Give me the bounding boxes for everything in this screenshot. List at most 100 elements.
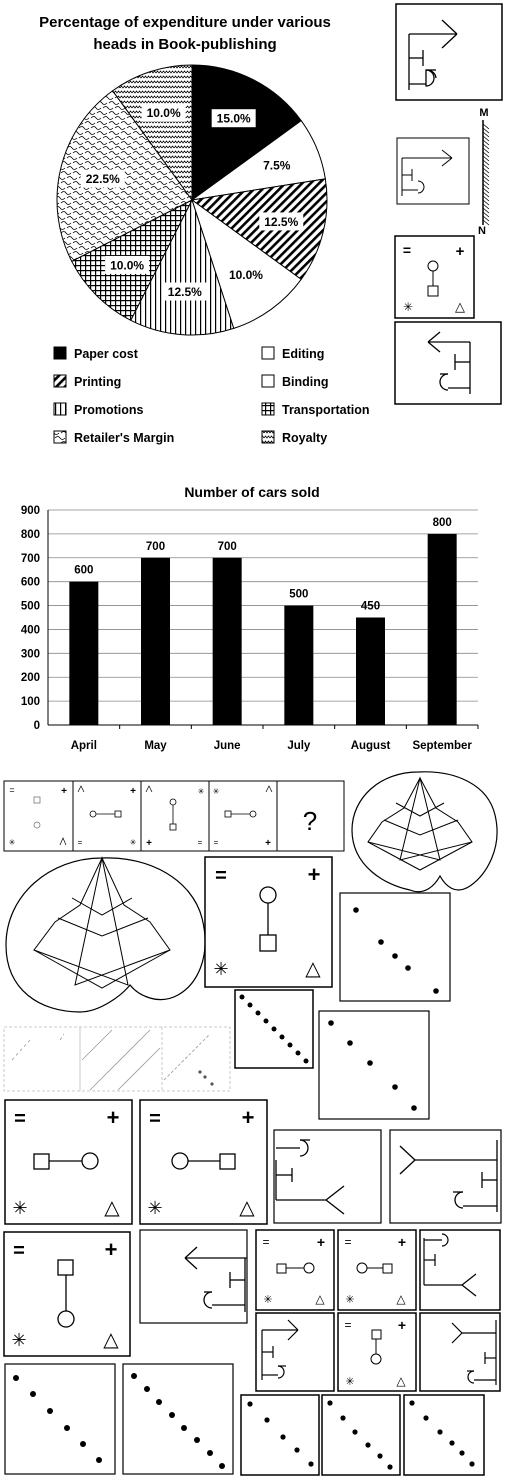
- symbol-box-c: = + ✳ △: [3, 1231, 131, 1357]
- pie-data-label: 7.5%: [263, 158, 291, 172]
- legend-swatch-editing: [261, 346, 275, 360]
- pie-data-label: 12.5%: [168, 285, 202, 299]
- svg-text:+: +: [61, 786, 67, 797]
- pie-data-label: 10.0%: [147, 106, 181, 120]
- dot: [96, 1457, 102, 1463]
- dot: [144, 1386, 150, 1392]
- symbol-box-medium: = + ✳ △: [204, 856, 333, 988]
- pie-label-bg: [105, 255, 150, 274]
- dot: [367, 1060, 373, 1066]
- bar-april: [69, 581, 99, 725]
- svg-text:+: +: [317, 1234, 325, 1250]
- svg-text:+: +: [146, 838, 152, 849]
- dot: [264, 1417, 270, 1423]
- dot: [405, 965, 411, 971]
- symbol-box-b: = + ✳ △: [139, 1099, 268, 1225]
- svg-text:+: +: [265, 838, 271, 849]
- svg-text:=: =: [13, 1240, 25, 1262]
- dot: [207, 1450, 213, 1456]
- bar-chart: Number of cars sold 600 700 700 500 450 800 0…: [21, 484, 479, 752]
- legend-swatch-binding: [261, 374, 275, 388]
- svg-text:=: =: [14, 1108, 26, 1130]
- svg-text:△: △: [103, 1329, 119, 1351]
- svg-text:+: +: [105, 1237, 118, 1262]
- legend-label-promotions: Promotions: [74, 403, 143, 417]
- svg-text:+: +: [398, 1234, 406, 1250]
- dot: [469, 1461, 475, 1467]
- y-tick-label: 800: [21, 529, 40, 541]
- svg-text:△: △: [396, 1292, 406, 1306]
- dot: [433, 988, 439, 994]
- svg-text:=: =: [344, 1318, 351, 1332]
- legend-swatch-royalty: [261, 430, 275, 444]
- y-tick-label: 700: [21, 553, 40, 565]
- bar-data-label: 700: [218, 541, 237, 553]
- svg-text:+: +: [130, 786, 136, 797]
- bar-chart-title: Number of cars sold: [184, 484, 319, 500]
- legend-swatch-promotions: [53, 402, 67, 416]
- y-tick-label: 100: [21, 696, 40, 708]
- arrow-figure-small-2: [255, 1312, 335, 1392]
- svg-text:=: =: [344, 1235, 351, 1249]
- dot: [365, 1442, 371, 1448]
- pie-label-bg: [254, 155, 299, 174]
- svg-text:✳: ✳: [345, 1376, 354, 1388]
- symbol-box-a: = + ✳ △: [4, 1099, 133, 1225]
- dot: [271, 1026, 277, 1032]
- svg-text:+: +: [242, 1105, 255, 1130]
- arrow-figure-left: [394, 321, 502, 405]
- dot-box-2: [234, 989, 314, 1069]
- y-tick-label: 600: [21, 577, 40, 589]
- dot: [387, 1464, 393, 1470]
- svg-text:+: +: [456, 243, 465, 260]
- dot-box-1: [339, 892, 451, 1002]
- svg-text:✳: ✳: [12, 1198, 27, 1218]
- dot: [47, 1408, 53, 1414]
- bar-bars: 600 700 700 500 450 800: [69, 517, 457, 725]
- bar-data-label: 450: [361, 601, 380, 613]
- arrow-figure-3: [139, 1229, 248, 1324]
- svg-text:✳: ✳: [130, 838, 137, 847]
- pie-data-label: 10.0%: [110, 258, 144, 272]
- dot: [280, 1434, 286, 1440]
- bar-august: [356, 617, 385, 725]
- bar-june: [212, 557, 242, 725]
- y-tick-label: 900: [21, 505, 40, 517]
- y-tick-label: 300: [21, 648, 40, 660]
- dot-box-4: [4, 1363, 116, 1475]
- dot: [459, 1450, 465, 1456]
- x-tick-label: May: [144, 740, 167, 752]
- dot: [327, 1400, 333, 1406]
- y-tick-label: 500: [21, 601, 40, 613]
- puzzle-strip: = + ✳ + = ✳ ✳ + = ✳ = + ?: [3, 780, 345, 852]
- dot: [131, 1373, 137, 1379]
- pie-label-bg: [259, 212, 304, 231]
- dot: [247, 1401, 253, 1407]
- pie-slice-paper-cost: [191, 64, 302, 201]
- svg-text:△: △: [396, 1374, 406, 1388]
- bar-september: [427, 533, 457, 725]
- svg-text:+: +: [308, 862, 321, 887]
- symbol-box-d: = + ✳ △: [255, 1229, 335, 1311]
- dot: [353, 907, 359, 913]
- legend-label-retailer-s-margin: Retailer's Margin: [74, 431, 174, 445]
- pie-title-line2: heads in Book-publishing: [93, 36, 276, 53]
- pie-legend: Paper cost Editing Printing Binding Promotio…: [53, 346, 370, 445]
- svg-text:△: △: [305, 958, 321, 980]
- svg-text:△: △: [104, 1197, 120, 1219]
- heart-figure-large: [5, 856, 206, 1013]
- dot: [328, 1020, 334, 1026]
- dot: [303, 1058, 309, 1064]
- pie-labels: 15.0% 7.5% 12.5% 10.0% 12.5% 10.0% 22.5% 10.0%: [80, 103, 304, 301]
- legend-label-printing: Printing: [74, 375, 121, 389]
- mirror-figure: M N: [396, 107, 490, 237]
- svg-text:=: =: [215, 865, 227, 887]
- dot: [279, 1034, 285, 1040]
- dot: [295, 1050, 301, 1056]
- svg-text:=: =: [9, 785, 14, 795]
- bar-data-label: 800: [433, 517, 452, 529]
- pie-slice-royalty: [111, 64, 193, 202]
- dot: [30, 1391, 36, 1397]
- dot: [169, 1412, 175, 1418]
- dot: [423, 1415, 429, 1421]
